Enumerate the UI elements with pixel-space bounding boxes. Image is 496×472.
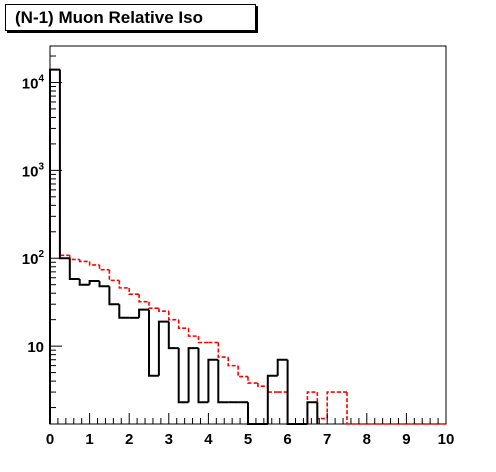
y-tick-label: 102 <box>22 249 45 268</box>
series-0-bin <box>98 281 110 288</box>
series-0-bin <box>217 359 229 404</box>
series-1-bin <box>108 269 120 282</box>
series-0-bin <box>148 309 159 377</box>
series-0-bin <box>187 347 199 403</box>
series-1-bin <box>158 308 169 312</box>
series-0-bin <box>68 258 80 281</box>
x-tick-label: 8 <box>363 431 371 448</box>
series-1-bin <box>306 391 318 424</box>
series-0-bin <box>177 348 189 404</box>
series-1-bin <box>69 255 80 261</box>
y-tick-label: 104 <box>22 73 45 92</box>
series-1-bin <box>326 391 338 419</box>
series-1-bin <box>98 264 110 271</box>
series-1-bin <box>168 311 179 321</box>
series-0-bin <box>197 348 209 404</box>
x-tick-label: 2 <box>125 431 133 448</box>
y-tick-label: 10 <box>27 339 44 356</box>
series-0-bin <box>88 280 100 285</box>
series-1-bin <box>257 383 268 387</box>
x-tick-label: 5 <box>244 431 252 448</box>
series-1-bin <box>187 328 199 337</box>
series-0-bin <box>118 304 130 319</box>
y-tick-label: 103 <box>22 161 45 180</box>
series-1-bin <box>128 287 140 295</box>
series-1-bin <box>247 376 258 384</box>
series-1-bin <box>78 259 90 263</box>
series-1-bin <box>88 261 100 266</box>
x-tick-label: 7 <box>323 431 331 448</box>
series-0-bin <box>78 279 90 286</box>
series-1-bin <box>197 336 209 344</box>
series-0-bin <box>108 286 120 306</box>
series-1-bin <box>177 319 189 329</box>
x-tick-label: 6 <box>283 431 291 448</box>
x-tick-label: 1 <box>85 431 93 448</box>
x-tick-label: 4 <box>204 431 213 448</box>
series-0-bin <box>306 401 318 424</box>
chart-title: (N-1) Muon Relative Iso <box>5 4 256 31</box>
series-0-bin <box>138 308 149 318</box>
x-tick-label: 0 <box>46 431 54 448</box>
x-tick-label: 9 <box>402 431 410 448</box>
plot-frame <box>49 45 447 425</box>
series-0-bin <box>207 358 219 403</box>
series-0-bin <box>167 321 179 350</box>
series-0-bin <box>49 68 60 424</box>
series-1-bin <box>227 357 239 367</box>
x-tick-label: 10 <box>438 431 455 448</box>
x-tick-label: 3 <box>165 431 173 448</box>
series-1-bin <box>217 342 229 358</box>
series-1-bin <box>237 365 248 378</box>
series-0-bin <box>266 374 278 424</box>
series-1-bin <box>148 301 159 310</box>
series-0-bin <box>157 320 169 376</box>
series-0-bin <box>276 358 288 376</box>
series-1-bin <box>138 294 149 303</box>
axis-layer: 0 1 2 3 4 5 6 7 8 9 10 10 102 103 104 <box>22 55 455 448</box>
series-1-bin <box>346 392 357 425</box>
series-1-bin <box>118 280 130 289</box>
